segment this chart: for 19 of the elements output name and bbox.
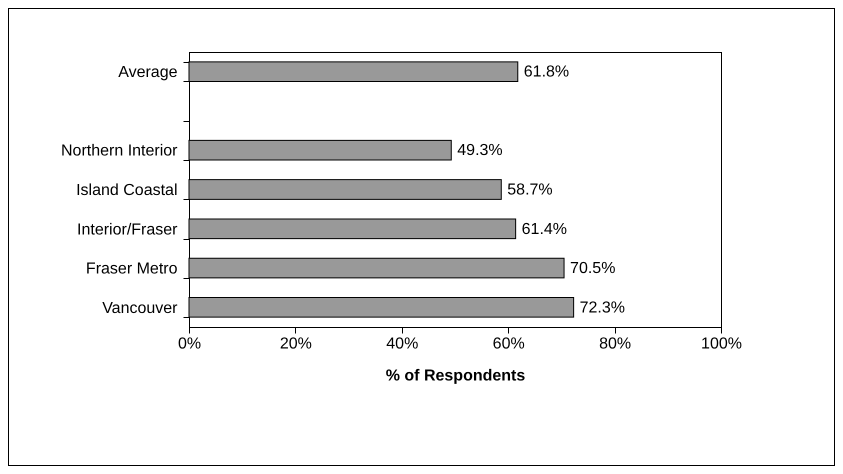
data-label: 61.8%: [524, 64, 570, 81]
x-tick-label: 100%: [701, 336, 742, 352]
x-tick-label: 40%: [386, 336, 418, 352]
data-label: 61.4%: [522, 220, 568, 238]
y-tick-label: Average: [118, 64, 178, 82]
data-label: 72.3%: [580, 299, 626, 316]
y-tick-label: Fraser Metro: [86, 260, 178, 278]
y-tick-label: Interior/Fraser: [77, 221, 178, 238]
x-tick-label: 60%: [492, 336, 525, 352]
y-tick-label: Island Coastal: [76, 182, 178, 199]
x-tick-label: 0%: [178, 336, 202, 352]
x-axis-title: % of Respondents: [386, 368, 526, 384]
y-tick-label: Vancouver: [102, 300, 178, 317]
x-tick-label: 20%: [280, 336, 312, 352]
data-label: 58.7%: [507, 182, 553, 198]
x-tick-label: 80%: [599, 336, 632, 352]
data-label: 70.5%: [570, 260, 616, 278]
data-label: 49.3%: [457, 142, 503, 160]
y-tick-label: Northern Interior: [61, 142, 178, 160]
